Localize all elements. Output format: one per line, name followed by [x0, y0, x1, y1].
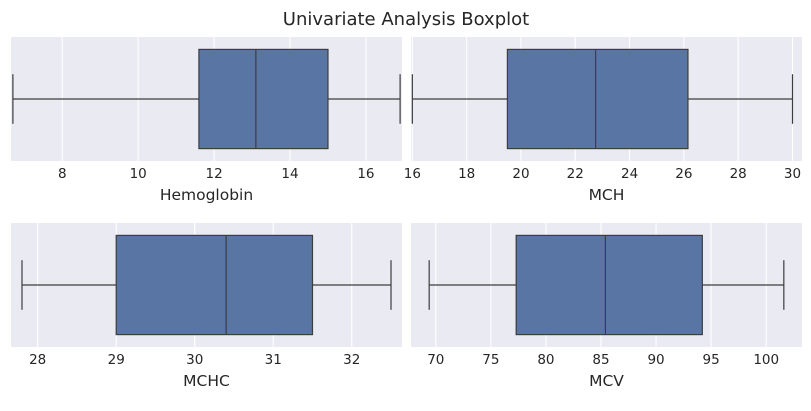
x-tick-label: 32 — [343, 352, 360, 368]
iqr-box — [506, 48, 689, 150]
x-axis-label: MCV — [589, 372, 624, 390]
figure-title: Univariate Analysis Boxplot — [283, 9, 529, 30]
subplot-hemoglobin: 8 10 12 14 16 Hemoglobin — [11, 37, 402, 204]
subplot-mch: 16 18 20 22 24 26 28 30 MCH — [404, 37, 802, 204]
x-tick-label: 24 — [621, 166, 638, 182]
x-tick-label: 80 — [537, 352, 554, 368]
x-tick-label: 20 — [512, 166, 529, 182]
x-tick-label: 31 — [265, 352, 282, 368]
subplot-grid: 8 10 12 14 16 Hemoglobin 16 18 20 22 24 26 28 30 MCH 28… — [11, 37, 802, 390]
x-tick-label: 16 — [357, 166, 374, 182]
x-tick-label: 28 — [730, 166, 747, 182]
x-tick-label: 28 — [29, 352, 46, 368]
x-tick-label: 95 — [703, 352, 720, 368]
x-axis-label: MCH — [589, 186, 625, 204]
iqr-box — [198, 48, 329, 150]
x-tick-label: 8 — [58, 166, 67, 182]
x-tick-label: 70 — [427, 352, 444, 368]
x-tick-label: 10 — [130, 166, 147, 182]
iqr-box — [115, 234, 314, 336]
x-tick-label: 22 — [567, 166, 584, 182]
x-tick-label: 100 — [753, 352, 779, 368]
subplot-mchc: 28 29 30 31 32 MCHC — [11, 223, 402, 390]
x-tick-label: 14 — [281, 166, 298, 182]
x-tick-label: 85 — [592, 352, 609, 368]
x-tick-label: 30 — [186, 352, 203, 368]
x-tick-label: 12 — [205, 166, 222, 182]
x-axis-label: MCHC — [183, 372, 230, 390]
x-tick-label: 26 — [675, 166, 692, 182]
x-axis-label: Hemoglobin — [160, 186, 253, 204]
x-tick-label: 75 — [482, 352, 499, 368]
iqr-box — [515, 234, 703, 336]
x-tick-label: 90 — [647, 352, 664, 368]
x-tick-label: 30 — [784, 166, 801, 182]
subplot-mcv: 70 75 80 85 90 95 100 MCV — [411, 223, 802, 390]
x-tick-label: 16 — [404, 166, 421, 182]
x-tick-label: 29 — [108, 352, 125, 368]
x-tick-label: 18 — [458, 166, 475, 182]
